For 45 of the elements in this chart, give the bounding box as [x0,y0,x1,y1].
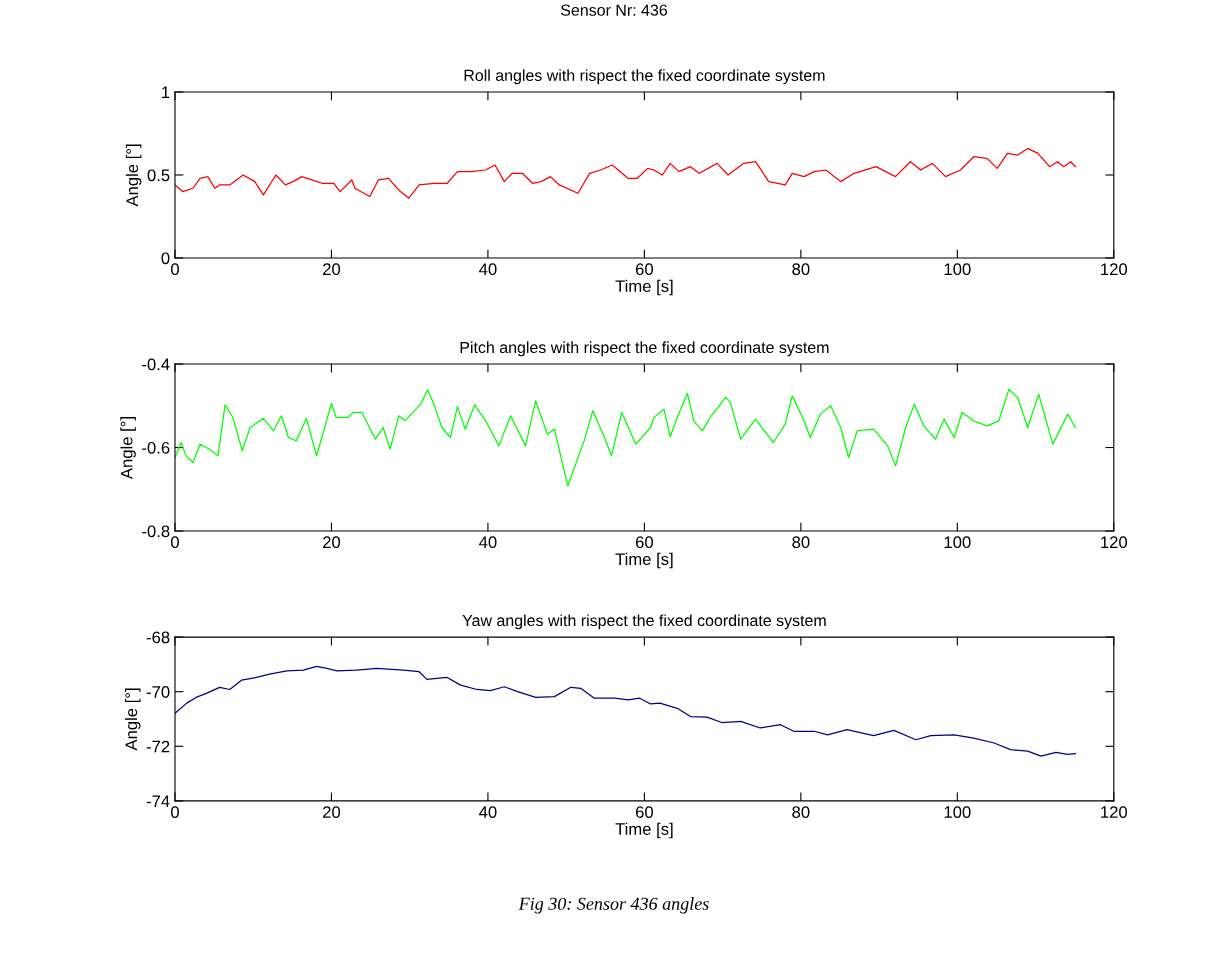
y-axis-title: Angle [°] [120,417,136,480]
y-axis-title: Angle [°] [125,144,142,207]
y-tick-label: 1 [162,86,170,99]
x-tick-label: 60 [635,263,654,276]
x-tick-label: 40 [479,536,497,549]
y-tick-label: -0.8 [142,525,170,538]
x-axis-title: Time [s] [615,552,673,569]
y-tick-label: 0 [161,252,170,265]
x-tick-label: 0 [171,806,179,818]
x-axis-title: Time [s] [615,822,673,839]
x-tick-label: 40 [479,263,497,276]
y-axis-title: Angle [°] [124,688,141,751]
x-tick-label: 80 [792,806,810,818]
x-tick-label: 120 [1101,263,1128,276]
y-tick-label: -72 [146,740,170,753]
x-tick-label: 100 [944,263,971,276]
x-tick-label: 120 [1101,536,1128,549]
x-tick-label: 60 [635,536,654,549]
x-tick-label: 100 [944,536,971,549]
x-tick-label: 20 [323,263,341,276]
caption: Fig 30: Sensor 436 angles [518,897,709,914]
line-series [174,147,1077,199]
y-tick-label: -70 [146,686,170,698]
x-tick-label: 20 [323,536,341,549]
y-tick-label: -0.4 [142,358,170,371]
x-tick-label: 80 [792,536,810,549]
chart-title: Yaw angles with rispect the fixed coordinate system [462,614,826,630]
chart-title: Pitch angles with rispect the fixed coordinate system [460,341,829,357]
x-tick-label: 40 [479,806,497,818]
line-series [174,388,1077,487]
x-tick-label: 120 [1101,806,1128,818]
x-tick-label: 100 [944,806,971,818]
y-tick-label: -68 [146,631,170,644]
text: Sensor Nr: 436 [561,4,668,16]
x-tick-label: 60 [635,806,654,818]
y-tick-label: -74 [146,795,170,807]
x-tick-label: 0 [171,263,179,276]
x-tick-label: 20 [323,806,341,818]
chart-title: Roll angles with rispect the fixed coordinate system [464,69,825,85]
x-tick-label: 80 [792,263,810,276]
x-tick-label: 0 [171,536,179,549]
x-axis-title: Time [s] [615,279,673,296]
line-series [174,665,1077,757]
y-tick-label: 0.5 [147,169,170,182]
y-tick-label: -0.6 [142,441,170,454]
